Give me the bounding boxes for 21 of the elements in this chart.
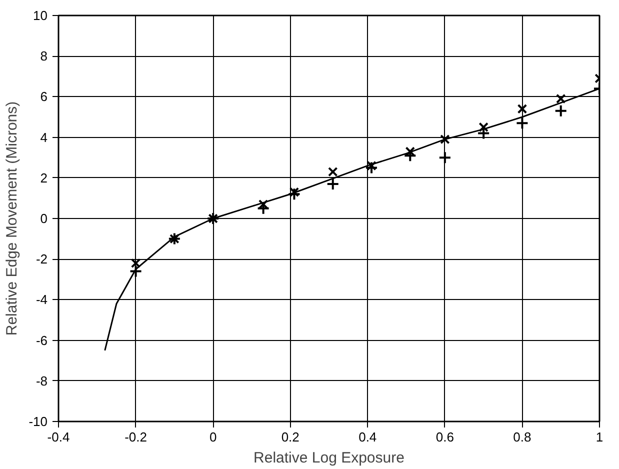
y-tick-label: 10 [33,8,48,23]
x-tick-label: -0.2 [124,430,147,444]
x-axis-title: Relative Log Exposure [254,450,404,466]
x-tick-label: 0.6 [436,430,454,444]
y-tick-label: 0 [40,211,48,226]
y-tick-label: 2 [40,170,48,186]
x-tick-label: 0.2 [281,430,300,444]
y-tick-label: 8 [40,48,48,64]
x-tick-label: 1 [596,430,604,444]
x-tick-label: 0 [209,430,217,444]
y-tick-label: -4 [36,292,48,308]
x-tick-label: 0.8 [513,430,532,444]
y-axis-title: Relative Edge Movement (Microns) [4,101,21,336]
y-tick-label: -8 [36,373,48,388]
y-tick-label: -6 [36,332,48,348]
y-tick-label: -2 [36,252,48,267]
x-tick-label: -0.4 [47,430,70,444]
x-tick-label: 0.4 [358,430,377,444]
y-tick-label: 4 [40,130,48,145]
y-tick-label: -10 [28,414,48,429]
y-tick-label: 6 [40,89,48,104]
